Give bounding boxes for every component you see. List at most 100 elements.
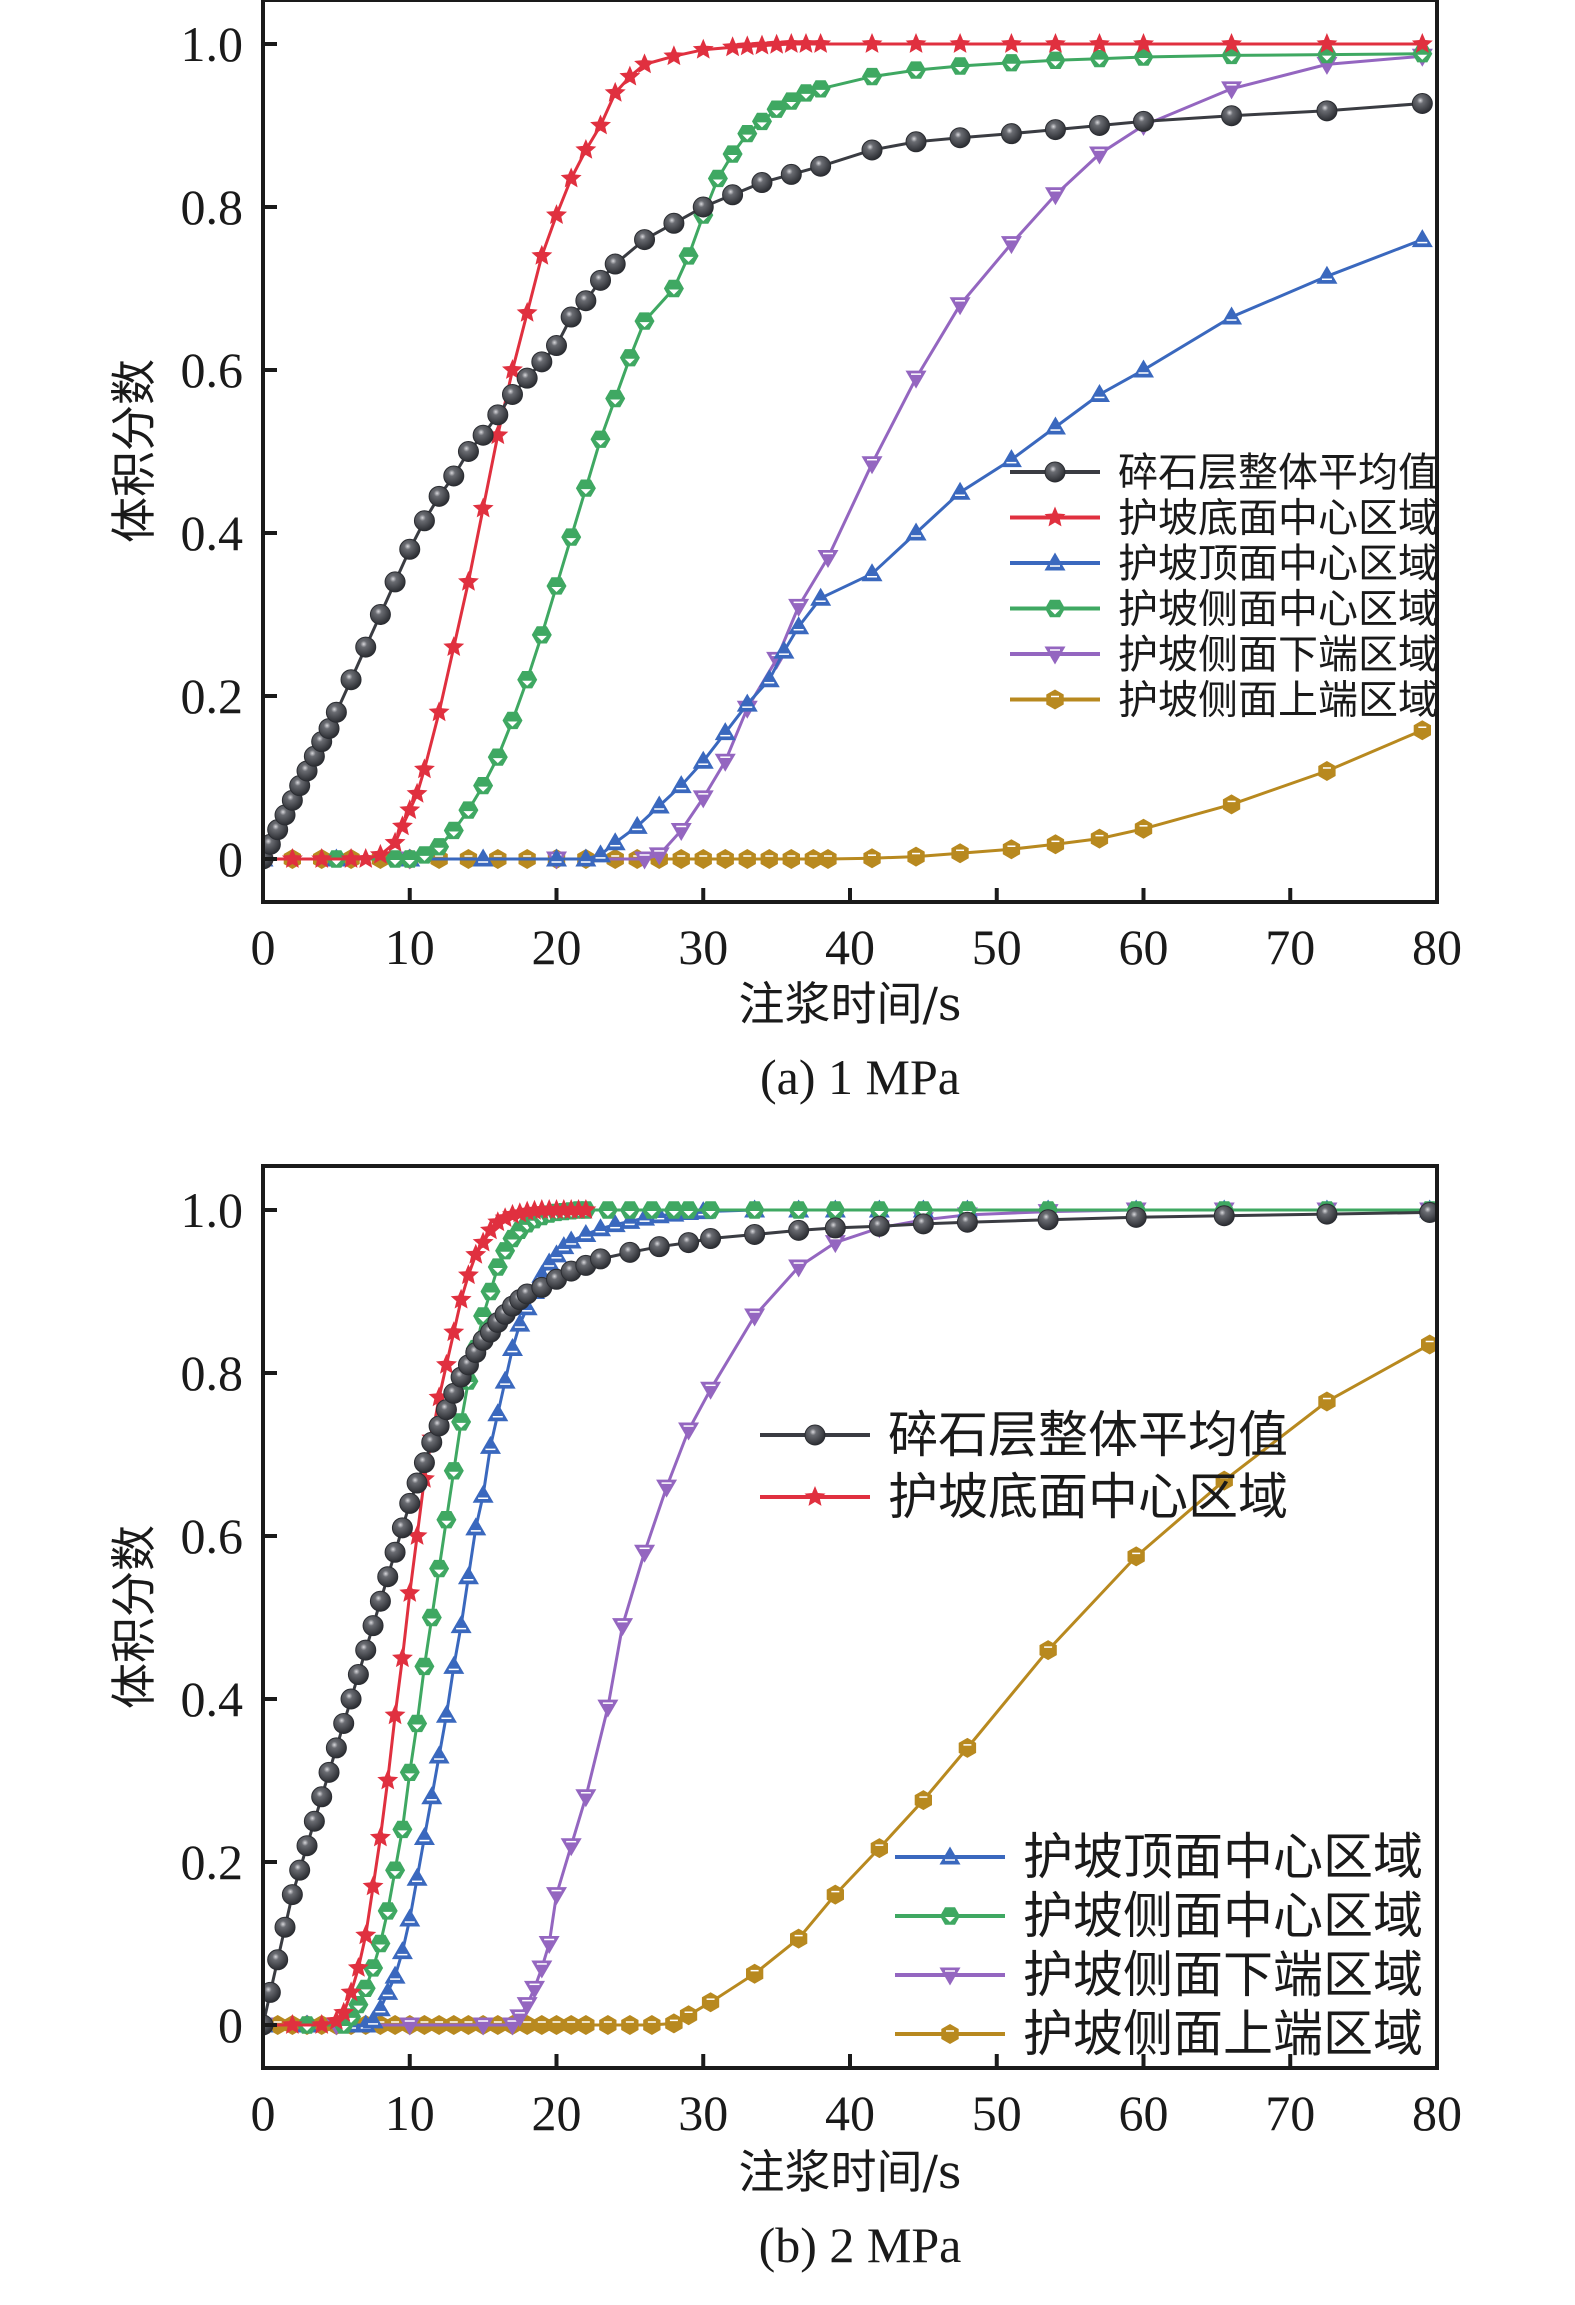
marker-highlight <box>412 1724 423 1730</box>
marker-highlight <box>705 1211 716 1216</box>
marker-highlight <box>771 110 782 116</box>
data-point <box>333 2001 355 2022</box>
series-1 <box>263 92 1433 870</box>
data-point <box>1411 229 1433 248</box>
plot-area: 0 0.2 0.4 0.6 0.8 1.0 0 10 20 30 40 50 60 70 80 碎石层整体平均… <box>181 0 1462 975</box>
legend-marker <box>1046 689 1064 710</box>
data-point <box>509 1313 531 1332</box>
data-point <box>413 1827 435 1846</box>
data-point <box>824 1217 846 1239</box>
y-tick-label: 0.6 <box>181 1508 244 1564</box>
legend-label: 护坡底面中心区域 <box>1118 496 1438 542</box>
marker-highlight <box>1138 58 1149 64</box>
data-point <box>824 1235 846 1254</box>
data-point <box>1133 33 1154 53</box>
marker-highlight <box>382 1911 393 1917</box>
data-point <box>906 61 926 79</box>
data-point <box>914 1790 932 1811</box>
data-point <box>487 404 509 426</box>
data-point <box>296 1835 318 1857</box>
data-point <box>1088 115 1110 136</box>
legend-entry: 护坡底面中心区域 <box>760 1468 1288 1526</box>
data-point <box>861 456 883 475</box>
data-point <box>825 1201 846 1219</box>
data-point <box>472 1231 494 1252</box>
data-point <box>472 424 494 446</box>
data-point <box>362 2010 384 2029</box>
data-point <box>487 1258 508 1276</box>
marker-highlight <box>404 1773 415 1779</box>
data-point <box>905 522 927 541</box>
x-tick-label: 60 <box>1119 919 1169 975</box>
legend-marker <box>804 1424 826 1446</box>
data-point <box>516 367 538 389</box>
legend-label: 碎石层整体平均值 <box>1118 450 1438 496</box>
marker-highlight <box>668 289 679 295</box>
data-point <box>590 1248 612 1270</box>
marker-highlight <box>874 1211 885 1216</box>
data-point <box>443 821 464 840</box>
marker-highlight <box>492 758 503 764</box>
data-point <box>643 2015 661 2035</box>
marker-highlight <box>441 1520 452 1526</box>
data-point <box>773 640 795 659</box>
plot-area: 0 0.2 0.4 0.6 0.8 1.0 0 10 20 30 40 50 60 70 80 碎石层整体平均… <box>181 1164 1462 2141</box>
data-point <box>340 848 362 868</box>
x-tick-label: 40 <box>825 919 875 975</box>
data-point <box>472 497 494 518</box>
data-point <box>736 693 758 712</box>
data-point <box>641 1201 662 1219</box>
marker-highlight <box>945 1917 955 1922</box>
data-point <box>1045 51 1066 69</box>
marker-highlight <box>756 122 767 128</box>
data-point <box>804 849 822 869</box>
data-point <box>370 1934 391 1953</box>
data-point <box>744 1223 766 1245</box>
data-point <box>766 100 787 118</box>
x-tick-label: 20 <box>532 919 582 975</box>
legend-entry: 护坡底面中心区域 <box>1010 496 1438 542</box>
data-point <box>913 1201 934 1219</box>
data-point <box>362 1875 384 1896</box>
data-point <box>1044 187 1066 206</box>
marker-highlight <box>712 179 723 185</box>
data-point <box>546 577 567 595</box>
data-point <box>621 2015 639 2035</box>
data-point <box>869 1201 890 1219</box>
legend-marker <box>1044 506 1066 527</box>
data-point <box>722 184 744 206</box>
data-point <box>281 848 303 868</box>
data-point <box>1221 306 1243 325</box>
data-point <box>311 2014 333 2034</box>
legend-label: 护坡侧面中心区域 <box>1118 587 1438 633</box>
data-point <box>1221 46 1242 65</box>
marker-highlight <box>500 1251 511 1257</box>
data-point <box>782 849 800 869</box>
data-point <box>399 538 421 560</box>
data-point <box>634 53 655 74</box>
data-point <box>575 1199 597 1219</box>
legend-marker <box>1044 646 1066 665</box>
data-point <box>472 848 494 867</box>
data-point <box>1316 100 1338 122</box>
y-tick-label: 0.2 <box>181 1834 244 1890</box>
series-layer <box>263 1199 1437 2036</box>
legend-entry: 护坡侧面上端区域 <box>1010 678 1438 724</box>
marker-highlight <box>1417 54 1428 60</box>
data-point <box>1221 81 1243 100</box>
legend-label: 护坡顶面中心区域 <box>1118 541 1438 587</box>
data-point <box>502 711 523 730</box>
data-point <box>1318 761 1336 781</box>
data-point <box>619 349 640 367</box>
data-point <box>399 1492 421 1514</box>
data-point <box>656 1479 678 1498</box>
data-point <box>1089 50 1110 68</box>
data-point <box>369 1826 391 1847</box>
data-point <box>407 1714 428 1733</box>
series-2 <box>263 1199 597 2034</box>
data-point <box>817 549 839 568</box>
marker-highlight <box>639 322 650 328</box>
data-point <box>414 846 435 864</box>
marker-highlight <box>646 1211 657 1216</box>
marker-highlight <box>492 1268 503 1274</box>
